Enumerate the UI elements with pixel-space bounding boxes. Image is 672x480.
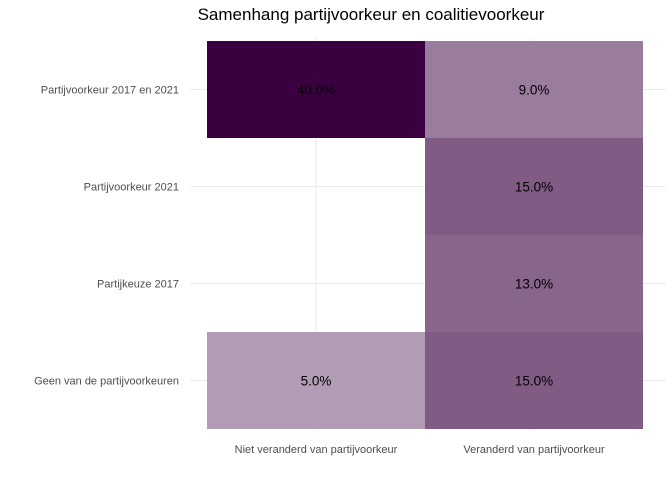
x-tick-label: Veranderd van partijvoorkeur xyxy=(463,444,605,456)
y-tick-label: Partijkeuze 2017 xyxy=(97,279,179,291)
cell-value-label: 15.0% xyxy=(515,180,553,195)
y-tick-label: Partijvoorkeur 2021 xyxy=(84,182,179,194)
chart-title: Samenhang partijvoorkeur en coalitievoor… xyxy=(198,5,545,24)
heatmap-cell xyxy=(207,41,425,138)
cell-value-label: 9.0% xyxy=(519,83,550,98)
y-tick-label: Partijvoorkeur 2017 en 2021 xyxy=(41,85,179,97)
heatmap-cell xyxy=(425,235,643,332)
heatmap-cell xyxy=(425,138,643,235)
heatmap-cells xyxy=(207,41,643,429)
y-tick-label: Geen van de partijvoorkeuren xyxy=(34,376,179,388)
cell-value-label: 15.0% xyxy=(515,374,553,389)
cell-labels: 40.0% 9.0% 15.0% 13.0% 5.0% 15.0% xyxy=(297,83,553,389)
y-axis-tick-labels: Partijvoorkeur 2017 en 2021 Partijvoorkeu… xyxy=(34,85,179,388)
x-axis-tick-labels: Niet veranderd van partijvoorkeur Verande… xyxy=(235,444,605,456)
cell-value-label: 5.0% xyxy=(301,374,332,389)
x-tick-label: Niet veranderd van partijvoorkeur xyxy=(235,444,398,456)
cell-value-label: 40.0% xyxy=(297,83,335,98)
heatmap-cell xyxy=(207,332,425,429)
heatmap-cell xyxy=(425,332,643,429)
heatmap-cell xyxy=(425,41,643,138)
cell-value-label: 13.0% xyxy=(515,277,553,292)
